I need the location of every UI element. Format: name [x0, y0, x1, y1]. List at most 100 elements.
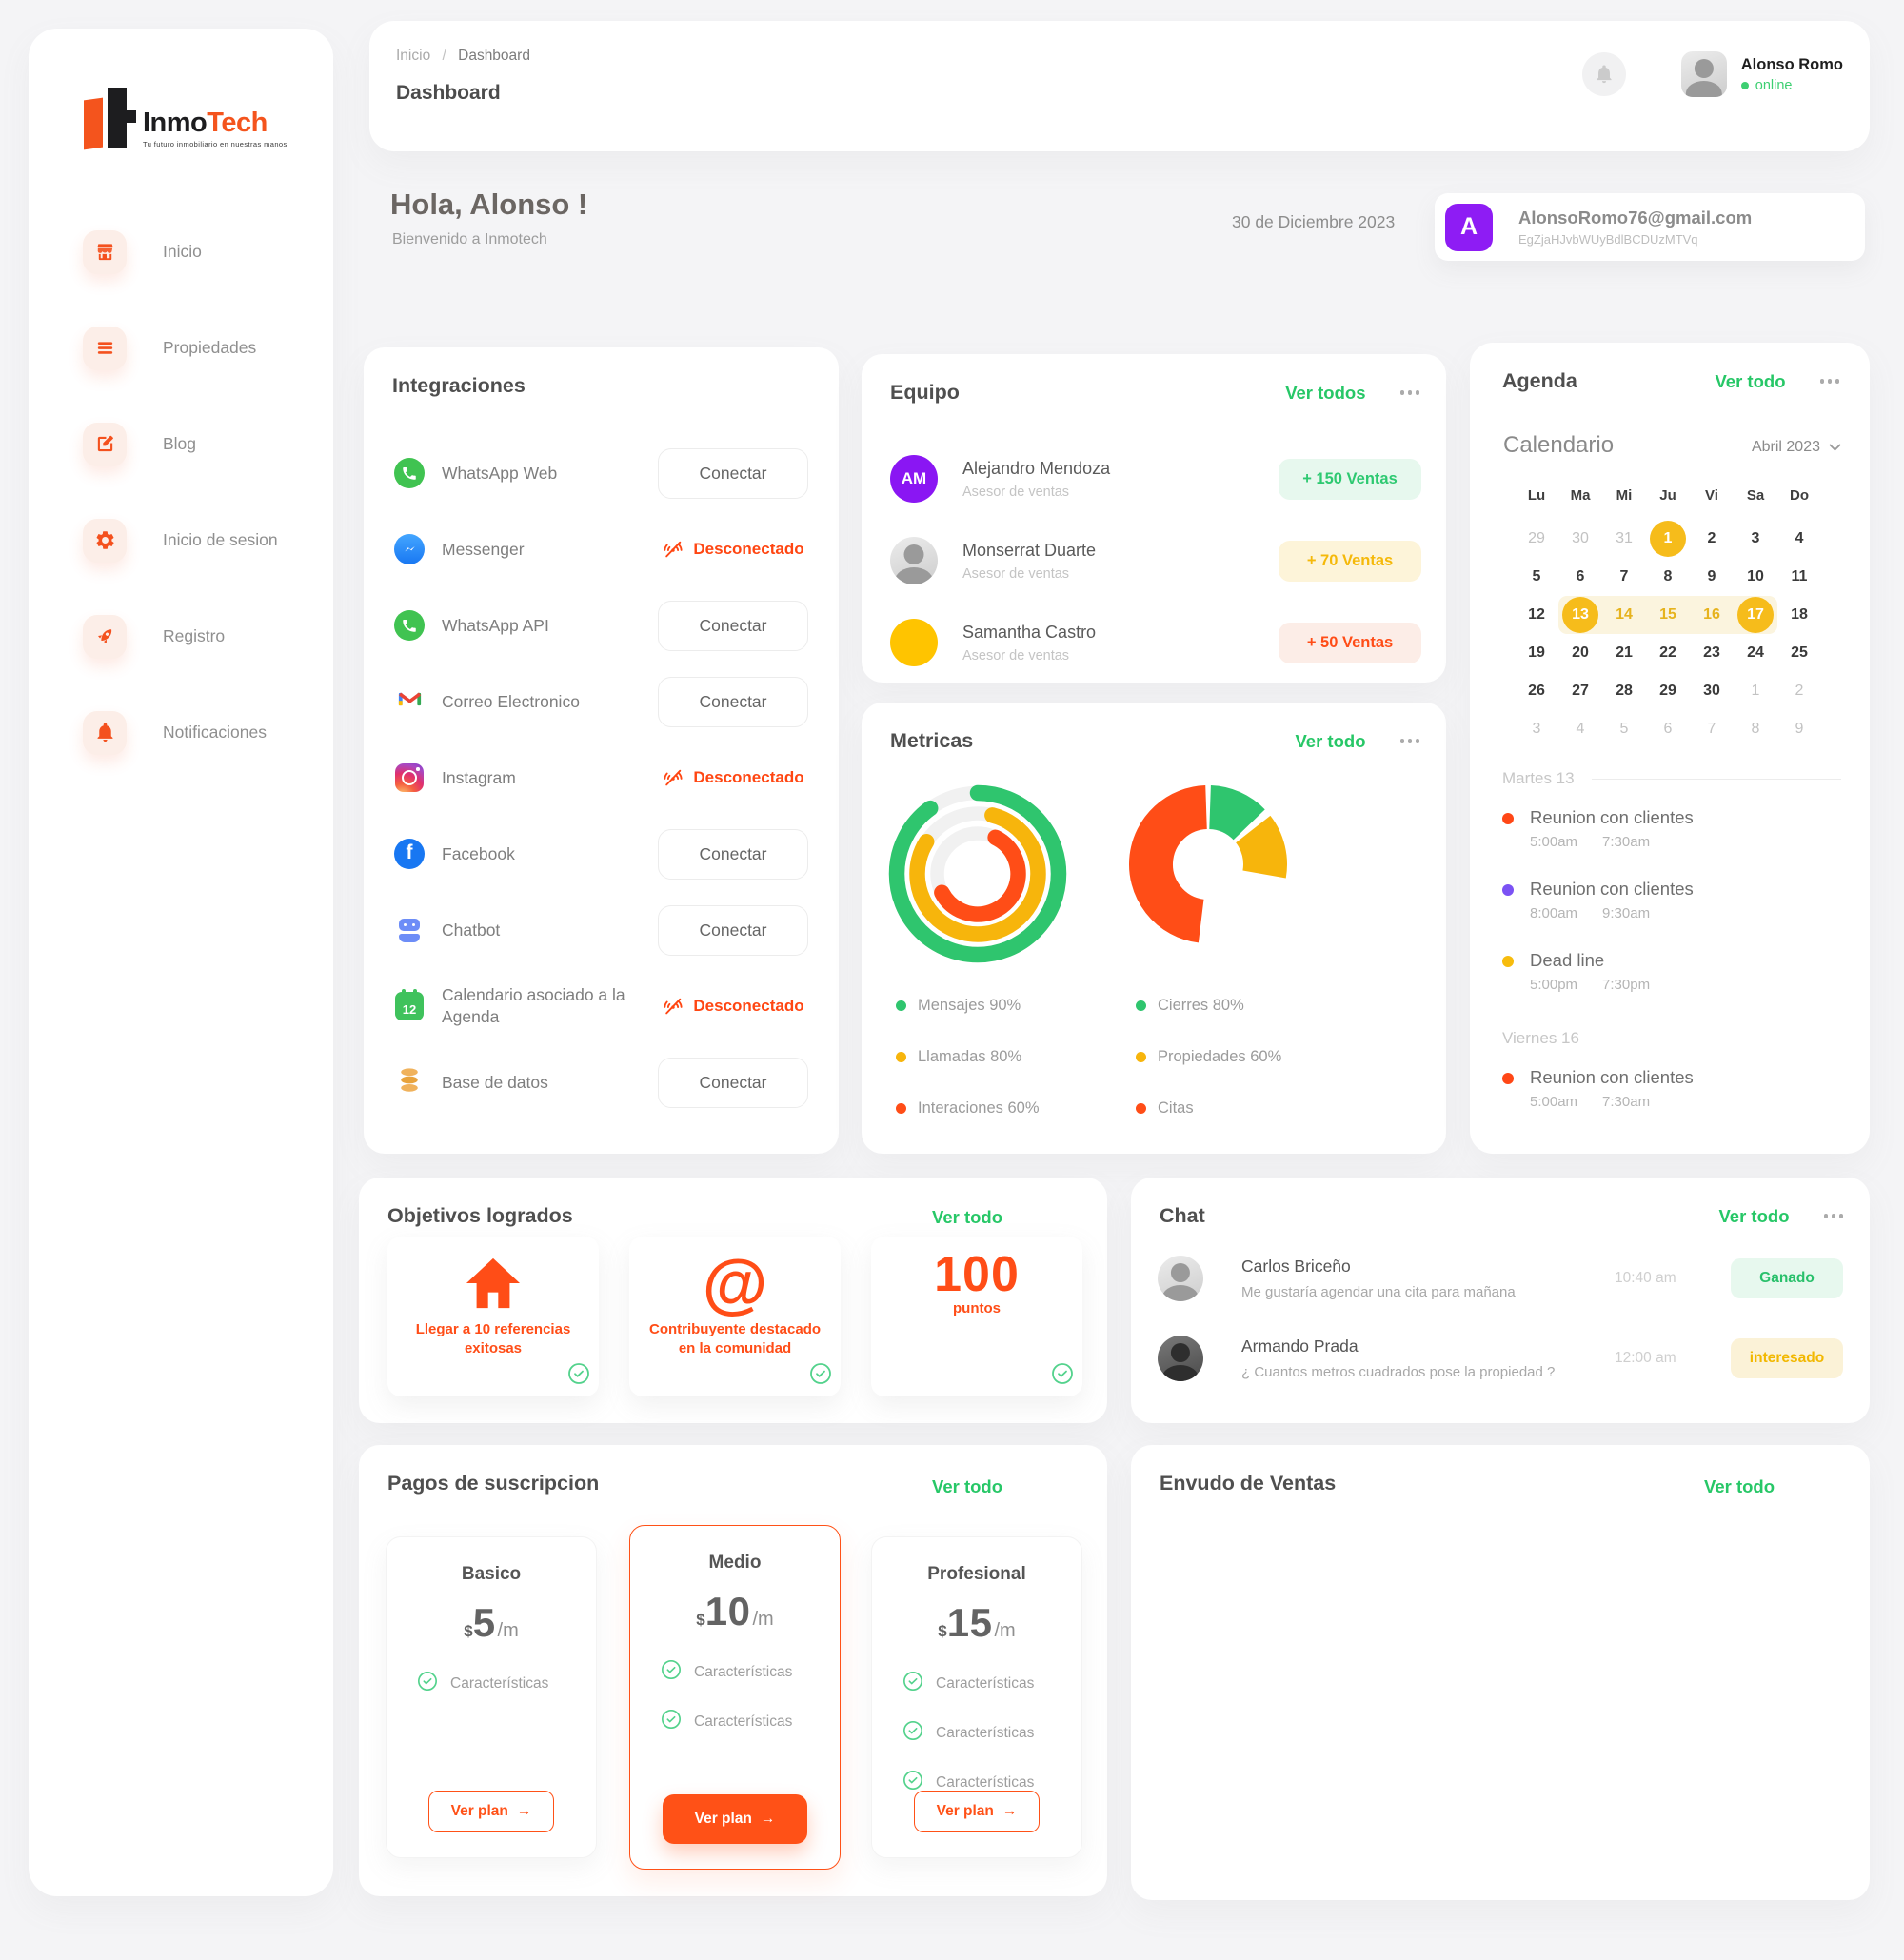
disconnected-status[interactable]: Desconectado — [662, 766, 804, 789]
calendar-month-selector[interactable]: Abril 2023 — [1752, 439, 1841, 456]
view-plan-button[interactable]: Ver plan → — [428, 1791, 554, 1832]
chat-row[interactable]: Armando Prada ¿ Cuantos metros cuadrados … — [1158, 1318, 1843, 1398]
signal-off-icon — [664, 769, 683, 786]
connect-button[interactable]: Conectar — [658, 904, 808, 956]
calendar-day[interactable]: 24 — [1747, 644, 1764, 661]
agenda-menu-icon[interactable] — [1818, 373, 1842, 389]
sidebar-item-notificaciones[interactable]: Notificaciones — [29, 684, 333, 781]
agenda-view-all-link[interactable]: Ver todo — [1715, 370, 1786, 391]
connect-button[interactable]: Conectar — [658, 1057, 808, 1108]
calendar-day[interactable]: 8 — [1663, 568, 1673, 584]
connect-button[interactable]: Conectar — [658, 828, 808, 880]
agenda-event[interactable]: Reunion con clientes 5:00am 7:30am — [1502, 1067, 1841, 1110]
agenda-event[interactable]: Dead line 5:00pm 7:30pm — [1502, 950, 1841, 993]
calendar-day[interactable]: 14 — [1602, 596, 1646, 634]
goal-card: @ Contribuyente destacado en la comunidad — [629, 1237, 841, 1396]
calendar-day[interactable]: 4 — [1576, 721, 1585, 737]
calendar-day[interactable]: 22 — [1659, 644, 1676, 661]
calendar-day[interactable]: 18 — [1791, 606, 1808, 623]
chatbot-icon — [394, 916, 425, 944]
goal-label: Llegar a 10 referencias exitosas — [415, 1321, 571, 1357]
sidebar-item-blog[interactable]: Blog — [29, 396, 333, 492]
metrics-menu-icon[interactable] — [1398, 733, 1422, 749]
agenda-title: Agenda — [1502, 369, 1577, 392]
calendar-day[interactable]: 2 — [1795, 683, 1804, 699]
house-icon — [464, 1246, 523, 1320]
connect-button[interactable]: Conectar — [658, 676, 808, 727]
calendar-day[interactable]: 7 — [1619, 568, 1629, 584]
calendar-day[interactable]: 6 — [1576, 568, 1585, 584]
calendar-day[interactable]: 19 — [1528, 644, 1545, 661]
calendar-day[interactable]: 12 — [1528, 606, 1545, 623]
event-start: 8:00am — [1530, 905, 1578, 921]
goals-title: Objetivos logrados — [387, 1204, 573, 1227]
calendar-day[interactable]: 17 — [1734, 596, 1777, 634]
calendar-day[interactable]: 5 — [1619, 721, 1629, 737]
breadcrumb-home[interactable]: Inicio — [396, 48, 431, 64]
sales-funnel-view-all-link[interactable]: Ver todo — [1704, 1476, 1775, 1496]
view-plan-button[interactable]: Ver plan → — [914, 1791, 1040, 1832]
metrics-view-all-link[interactable]: Ver todo — [1295, 730, 1366, 751]
subscription-view-all-link[interactable]: Ver todo — [932, 1476, 1003, 1496]
calendar-day[interactable]: 10 — [1747, 568, 1764, 584]
calendar-day[interactable]: 29 — [1659, 683, 1676, 699]
calendar-day[interactable]: 30 — [1572, 530, 1589, 546]
calendar-day[interactable]: 6 — [1663, 721, 1673, 737]
integration-name: Calendario asociado a la Agenda — [442, 985, 625, 1026]
sidebar-item-propiedades[interactable]: Propiedades — [29, 300, 333, 396]
disconnected-status[interactable]: Desconectado — [662, 538, 804, 561]
calendar-day[interactable]: 3 — [1532, 721, 1541, 737]
view-plan-button[interactable]: Ver plan → — [663, 1794, 807, 1844]
weekday-label: Do — [1790, 487, 1809, 504]
calendar-day[interactable]: 20 — [1572, 644, 1589, 661]
team-menu-icon[interactable] — [1398, 385, 1422, 401]
disconnected-status[interactable]: Desconectado — [662, 995, 804, 1018]
calendar-day[interactable]: 21 — [1616, 644, 1633, 661]
calendar-day[interactable]: 16 — [1690, 596, 1734, 634]
team-member-row[interactable]: Samantha Castro Asesor de ventas + 50 Vent… — [890, 602, 1421, 683]
user-avatar[interactable] — [1680, 51, 1727, 97]
calendar-day[interactable]: 31 — [1616, 530, 1633, 546]
calendar-day[interactable]: 26 — [1528, 683, 1545, 699]
sidebar-item-inicio[interactable]: Inicio — [29, 204, 333, 300]
agenda-event[interactable]: Reunion con clientes 8:00am 9:30am — [1502, 879, 1841, 921]
chat-row[interactable]: Carlos Briceño Me gustaría agendar una ci… — [1158, 1238, 1843, 1318]
sidebar-item-registro[interactable]: Registro — [29, 588, 333, 684]
notifications-button[interactable] — [1581, 52, 1626, 96]
goals-view-all-link[interactable]: Ver todo — [932, 1207, 1003, 1227]
team-view-all-link[interactable]: Ver todos — [1285, 382, 1366, 403]
team-member-row[interactable]: Monserrat Duarte Asesor de ventas + 70 Ven… — [890, 520, 1421, 602]
calendar-day[interactable]: 29 — [1528, 530, 1545, 546]
calendar-day[interactable]: 1 — [1751, 683, 1760, 699]
sidebar-item-inicio-de-sesion[interactable]: Inicio de sesion — [29, 492, 333, 588]
account-card[interactable]: A AlonsoRomo76@gmail.com EgZjaHJvbWUyBdl… — [1435, 193, 1865, 261]
weekday-label: Ma — [1570, 487, 1591, 504]
calendar-day[interactable]: 27 — [1572, 683, 1589, 699]
inmotech-logo[interactable]: InmoTech Tu futuro inmobiliario en nuest… — [82, 86, 288, 152]
agenda-event[interactable]: Reunion con clientes 5:00am 7:30am — [1502, 807, 1841, 850]
calendar-day[interactable]: 13 — [1558, 596, 1602, 634]
calendar-day[interactable]: 5 — [1532, 568, 1541, 584]
calendar-day[interactable]: 1 — [1646, 520, 1690, 558]
plan-feature: Características — [661, 1659, 792, 1685]
calendar-day[interactable]: 4 — [1795, 530, 1804, 546]
connect-button[interactable]: Conectar — [658, 600, 808, 651]
calendar-day[interactable]: 9 — [1707, 568, 1716, 584]
calendar-day[interactable]: 15 — [1646, 596, 1690, 634]
calendar-day[interactable]: 23 — [1703, 644, 1720, 661]
chat-menu-icon[interactable] — [1822, 1208, 1846, 1224]
calendar-day[interactable]: 11 — [1791, 568, 1808, 584]
calendar-day[interactable]: 28 — [1616, 683, 1633, 699]
calendar-day[interactable]: 25 — [1791, 644, 1808, 661]
chat-view-all-link[interactable]: Ver todo — [1718, 1205, 1790, 1226]
integration-name: Correo Electronico — [442, 691, 580, 711]
calendar-day[interactable]: 9 — [1795, 721, 1804, 737]
menu-icon — [83, 326, 127, 370]
connect-button[interactable]: Conectar — [658, 447, 808, 499]
calendar-day[interactable]: 7 — [1707, 721, 1716, 737]
team-member-row[interactable]: AM Alejandro Mendoza Asesor de ventas + 150… — [890, 438, 1421, 520]
calendar-day[interactable]: 2 — [1707, 530, 1716, 546]
calendar-day[interactable]: 30 — [1703, 683, 1720, 699]
calendar-day[interactable]: 8 — [1751, 721, 1760, 737]
calendar-day[interactable]: 3 — [1751, 530, 1760, 546]
